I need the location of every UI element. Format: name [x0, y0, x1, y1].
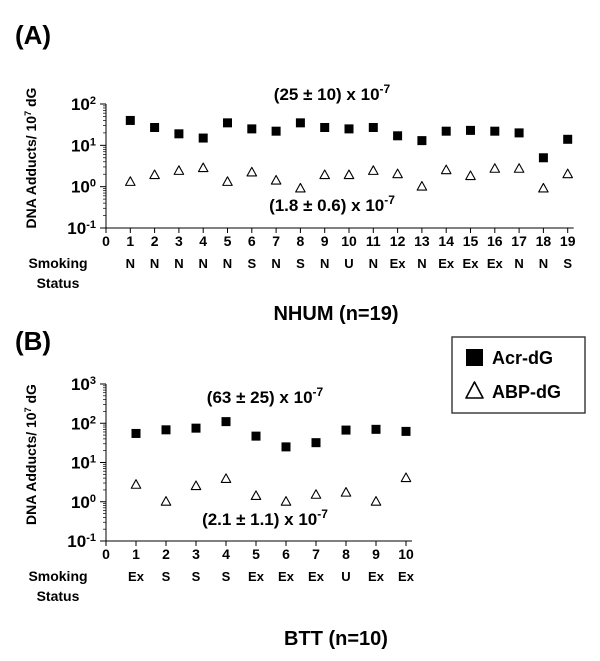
svg-text:7: 7: [272, 233, 280, 249]
svg-text:1: 1: [132, 546, 140, 562]
svg-text:N: N: [369, 256, 378, 271]
svg-text:16: 16: [487, 233, 503, 249]
svg-text:Ex: Ex: [368, 569, 385, 584]
svg-text:N: N: [539, 256, 548, 271]
svg-text:12: 12: [390, 233, 406, 249]
svg-text:6: 6: [248, 233, 256, 249]
svg-text:BTT (n=10): BTT (n=10): [284, 628, 388, 650]
svg-text:N: N: [150, 256, 159, 271]
svg-text:U: U: [341, 569, 350, 584]
svg-text:Ex: Ex: [398, 569, 415, 584]
svg-text:(2.1 ± 1.1) x 10-7: (2.1 ± 1.1) x 10-7: [202, 507, 328, 529]
svg-text:S: S: [162, 569, 171, 584]
svg-text:S: S: [247, 256, 256, 271]
svg-text:Smoking: Smoking: [28, 255, 87, 271]
svg-text:ABP-dG: ABP-dG: [492, 382, 561, 402]
svg-text:19: 19: [560, 233, 576, 249]
svg-text:11: 11: [366, 233, 381, 249]
svg-text:9: 9: [321, 233, 329, 249]
svg-text:2: 2: [162, 546, 170, 562]
svg-text:8: 8: [342, 546, 350, 562]
svg-text:1: 1: [126, 233, 134, 249]
svg-text:Ex: Ex: [487, 256, 504, 271]
svg-text:(A): (A): [15, 20, 51, 50]
svg-text:9: 9: [372, 546, 380, 562]
svg-text:(B): (B): [15, 326, 51, 356]
svg-text:Ex: Ex: [128, 569, 145, 584]
svg-text:6: 6: [282, 546, 290, 562]
svg-text:N: N: [417, 256, 426, 271]
svg-text:14: 14: [438, 233, 454, 249]
svg-text:18: 18: [536, 233, 552, 249]
svg-text:17: 17: [511, 233, 527, 249]
svg-text:Status: Status: [37, 275, 80, 291]
svg-text:13: 13: [414, 233, 430, 249]
svg-text:Ex: Ex: [248, 569, 265, 584]
svg-text:Ex: Ex: [308, 569, 325, 584]
svg-text:S: S: [222, 569, 231, 584]
svg-text:N: N: [320, 256, 329, 271]
svg-text:(25 ± 10) x 10-7: (25 ± 10) x 10-7: [274, 82, 391, 104]
svg-text:0: 0: [102, 233, 110, 249]
svg-text:S: S: [192, 569, 201, 584]
svg-text:Smoking: Smoking: [28, 568, 87, 584]
svg-text:7: 7: [312, 546, 320, 562]
svg-text:S: S: [563, 256, 572, 271]
svg-text:Acr-dG: Acr-dG: [492, 348, 553, 368]
svg-text:N: N: [223, 256, 232, 271]
svg-text:10: 10: [398, 546, 414, 562]
svg-text:Ex: Ex: [438, 256, 455, 271]
svg-text:10: 10: [341, 233, 357, 249]
svg-text:4: 4: [222, 546, 230, 562]
svg-text:(63 ± 25) x 10-7: (63 ± 25) x 10-7: [207, 385, 324, 407]
svg-text:DNA Adducts/ 107 dG: DNA Adducts/ 107 dG: [23, 87, 39, 228]
svg-text:0: 0: [102, 546, 110, 562]
svg-text:(1.8 ± 0.6) x 10-7: (1.8 ± 0.6) x 10-7: [269, 193, 395, 215]
svg-text:2: 2: [151, 233, 159, 249]
svg-text:Ex: Ex: [278, 569, 295, 584]
svg-text:S: S: [296, 256, 305, 271]
svg-text:N: N: [174, 256, 183, 271]
svg-text:N: N: [514, 256, 523, 271]
svg-text:15: 15: [463, 233, 479, 249]
svg-text:4: 4: [199, 233, 207, 249]
svg-text:N: N: [199, 256, 208, 271]
svg-text:Ex: Ex: [463, 256, 480, 271]
svg-text:3: 3: [175, 233, 183, 249]
svg-text:8: 8: [297, 233, 305, 249]
svg-text:N: N: [271, 256, 280, 271]
svg-text:3: 3: [192, 546, 200, 562]
svg-text:U: U: [344, 256, 353, 271]
svg-text:Ex: Ex: [390, 256, 407, 271]
svg-text:DNA Adducts/ 107 dG: DNA Adducts/ 107 dG: [23, 384, 39, 525]
svg-text:5: 5: [252, 546, 260, 562]
svg-text:5: 5: [224, 233, 232, 249]
svg-text:NHUM (n=19): NHUM (n=19): [273, 303, 398, 325]
svg-text:N: N: [126, 256, 135, 271]
svg-text:Status: Status: [37, 588, 80, 604]
